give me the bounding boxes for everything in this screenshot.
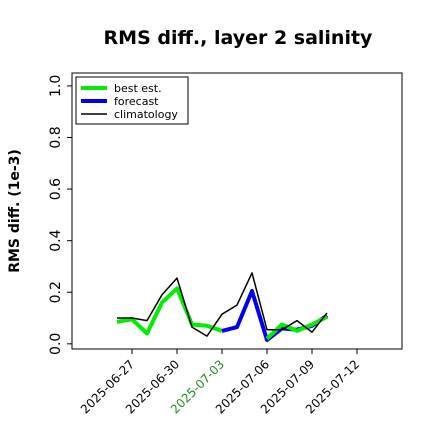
y-tick-label: 1.0 [48, 75, 64, 97]
series-layer [116, 272, 329, 342]
legend-label: best est. [114, 82, 162, 95]
chart-title: RMS diff., layer 2 salinity [104, 27, 374, 49]
x-axis: 2025-06-272025-06-302025-07-032025-07-06… [78, 349, 362, 416]
y-tick-label: 0.8 [48, 126, 64, 148]
legend-label: forecast [114, 95, 159, 108]
y-tick-label: 0.6 [48, 178, 64, 200]
y-tick-label: 0.0 [48, 333, 64, 355]
series-line [117, 272, 328, 337]
legend-label: climatology [114, 108, 178, 121]
plot-frame [71, 72, 403, 350]
y-tick-label: 0.2 [48, 281, 64, 303]
y-axis: 0.0 0.2 0.4 0.6 0.8 1.0 [48, 75, 72, 355]
y-tick-label: 0.4 [48, 229, 64, 251]
y-axis-label: RMS diff. (1e-3) [7, 149, 23, 273]
series-line [116, 286, 223, 336]
